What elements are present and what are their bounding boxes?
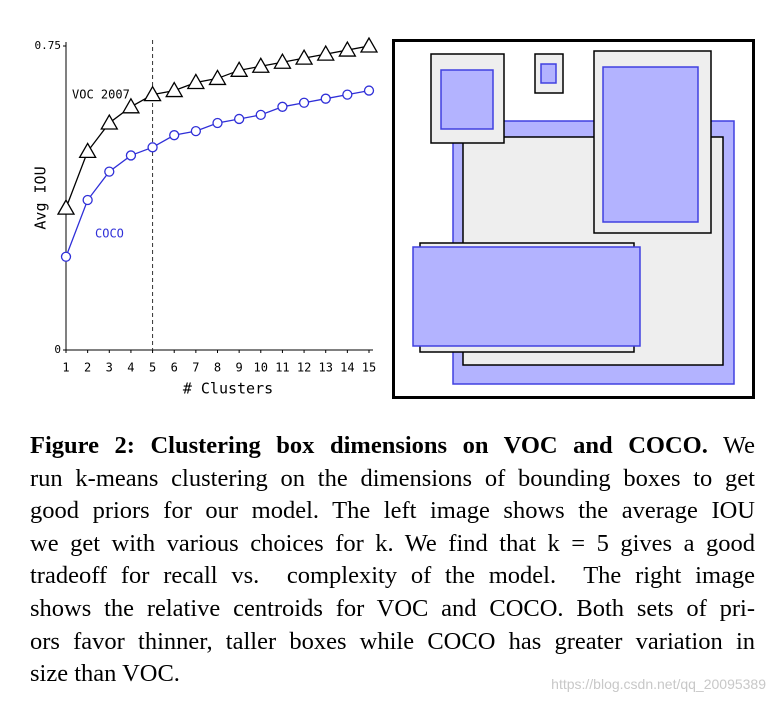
marker [359, 36, 379, 53]
marker [60, 251, 72, 262]
marker [233, 113, 245, 125]
marker [230, 61, 249, 77]
marker [342, 89, 353, 100]
marker [82, 194, 93, 206]
x-tick-label: 14 [340, 361, 354, 375]
x-tick-label: 4 [127, 361, 134, 375]
marker [212, 117, 223, 129]
box-coco [540, 63, 557, 84]
box-coco [412, 246, 641, 347]
x-tick-label: 15 [362, 361, 376, 375]
x-tick-label: 10 [254, 361, 268, 375]
marker [277, 101, 288, 112]
caption-line: we get with various choices for k. We fi… [30, 529, 755, 557]
marker [143, 85, 162, 102]
x-tick-label: 13 [318, 361, 332, 375]
y-tick-label: 0.75 [35, 39, 62, 52]
x-tick-label: 3 [106, 361, 113, 375]
x-tick-label: 5 [149, 361, 156, 375]
caption-line: tradeoff for recall vs. complexity of th… [30, 562, 755, 590]
caption: Figure 2: Clustering box dimensions on V… [30, 430, 755, 691]
x-tick-label: 6 [171, 361, 178, 375]
marker [104, 166, 115, 177]
caption-line: good priors for our model. The left imag… [30, 497, 755, 525]
centroid-diagram [392, 39, 755, 399]
series-label: VOC 2007 [72, 88, 130, 102]
marker [294, 48, 314, 65]
x-tick-label: 2 [84, 361, 91, 375]
marker [78, 142, 97, 159]
marker [165, 81, 184, 98]
x-axis-label: # Clusters [183, 380, 273, 398]
marker [338, 40, 357, 57]
x-tick-label: 8 [214, 361, 221, 375]
marker [208, 69, 227, 86]
marker [147, 142, 158, 153]
watermark: https://blog.csdn.net/qq_20095389 [551, 676, 766, 692]
marker [273, 52, 292, 69]
x-tick-label: 12 [297, 361, 311, 375]
x-tick-label: 7 [192, 361, 199, 375]
y-tick-label: 0 [54, 343, 61, 356]
marker [186, 73, 205, 90]
box-coco [602, 66, 699, 223]
marker [298, 97, 310, 108]
caption-line: run k-means clustering on the dimensions… [30, 464, 755, 492]
box-coco [440, 69, 494, 130]
marker [316, 44, 335, 61]
figure: # Clusters Avg IOU 00.751 2 3 4 5 6 7 8 9 10 11 12 1… [32, 36, 755, 399]
caption-line: ors favor thinner, taller boxes while CO… [30, 627, 755, 655]
caption-text: We [722, 432, 755, 459]
marker [255, 109, 266, 121]
marker [251, 56, 270, 73]
caption-line: size than VOC. [30, 660, 180, 688]
caption-heading: Clustering box dimensions on VOC and COC… [150, 432, 708, 459]
marker [320, 93, 331, 104]
marker [190, 125, 202, 137]
x-tick-label: 11 [275, 361, 289, 375]
caption-line: shows the relative centroids for VOC and… [30, 594, 755, 622]
marker [363, 85, 375, 96]
marker [100, 113, 119, 130]
marker [121, 97, 141, 114]
series-label: COCO [95, 227, 124, 241]
marker [169, 130, 180, 141]
x-tick-label: 1 [62, 361, 69, 375]
marker [125, 150, 137, 161]
y-axis-label: Avg IOU [32, 166, 50, 229]
marker [56, 198, 76, 215]
x-tick-label: 9 [236, 361, 243, 375]
caption-line: Figure 2: Clustering box dimensions on V… [30, 430, 755, 463]
caption-label: Figure 2: [30, 432, 135, 459]
